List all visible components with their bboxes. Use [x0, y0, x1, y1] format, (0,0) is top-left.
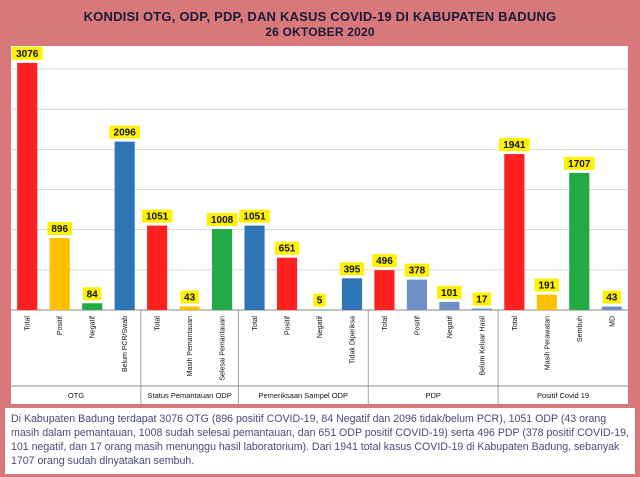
data-label: 1051	[243, 212, 266, 223]
category-label: Total	[155, 316, 162, 331]
category-label: Tidak Diperiksa	[349, 316, 356, 364]
category-label: Masih Pemantauan	[187, 316, 194, 376]
group-label: Pemeriksaan Sampel ODP	[258, 391, 348, 400]
bar	[374, 270, 395, 310]
data-label: 1941	[503, 140, 526, 151]
data-label-bg	[498, 138, 530, 152]
bar	[536, 294, 557, 310]
category-label: MD	[609, 316, 616, 327]
data-label-bg	[472, 292, 492, 306]
chart-subtitle: 26 OKTOBER 2020	[265, 25, 375, 39]
category-label: Negatif	[90, 316, 97, 338]
data-label: 2096	[114, 128, 137, 139]
bar	[179, 306, 200, 310]
data-label-bg	[534, 278, 560, 292]
bar	[212, 229, 233, 310]
category-label: Belum PCR/Swab	[122, 316, 129, 372]
category-label: Negatif	[447, 316, 454, 338]
data-label: 43	[606, 293, 618, 304]
bar-chart: 3076 Total 896 Positif 84 Negatif 2096 Belum PC…	[11, 46, 628, 404]
data-label-bg	[109, 125, 141, 139]
category-label: Negatif	[317, 316, 324, 338]
data-label-bg	[313, 293, 326, 307]
group-label: OTG	[68, 391, 84, 400]
bar	[601, 306, 622, 310]
data-label-bg	[404, 263, 430, 277]
category-label: Masih Perawatan	[544, 316, 551, 370]
data-label: 496	[376, 256, 393, 267]
data-label-bg	[141, 209, 173, 223]
chart-title: KONDISI OTG, ODP, PDP, DAN KASUS COVID-1…	[83, 9, 557, 24]
category-label: Total	[25, 316, 32, 331]
data-label: 3076	[16, 49, 39, 60]
bar	[406, 279, 427, 310]
data-label: 191	[538, 281, 555, 292]
data-label: 395	[344, 264, 361, 275]
data-label-bg	[339, 262, 365, 276]
data-label: 5	[317, 296, 323, 307]
data-label-bg	[239, 209, 270, 223]
category-label: Total	[382, 316, 389, 331]
data-label-bg	[602, 290, 621, 304]
bar	[244, 225, 265, 310]
bar	[17, 62, 38, 311]
data-label-bg	[206, 213, 238, 227]
data-label: 378	[409, 266, 426, 277]
data-label: 896	[51, 224, 68, 235]
data-label: 1051	[146, 212, 169, 223]
category-label: Belum Keluar Hasil	[479, 316, 486, 376]
bar	[147, 225, 168, 310]
bar	[82, 303, 103, 310]
data-label: 84	[87, 289, 99, 300]
data-label-bg	[274, 241, 300, 255]
data-label-bg	[47, 222, 73, 236]
bar	[504, 154, 525, 310]
category-label: Sembuh	[577, 316, 584, 342]
group-label: Positif Covid 19	[537, 391, 589, 400]
group-label: PDP	[425, 391, 440, 400]
data-label: 651	[279, 244, 296, 255]
category-label: Positif	[414, 316, 421, 335]
plot-area: 3076 Total 896 Positif 84 Negatif 2096 Belum PC…	[11, 46, 628, 404]
bar	[49, 238, 70, 310]
data-label-bg	[563, 156, 595, 170]
data-label: 1008	[211, 215, 234, 226]
category-label: Positif	[57, 316, 64, 335]
bar	[341, 278, 363, 310]
data-label-bg	[11, 46, 43, 60]
data-label-bg	[180, 290, 199, 304]
data-label: 43	[184, 293, 196, 304]
data-label: 101	[441, 288, 458, 299]
group-label: Status Pemantauan ODP	[147, 391, 231, 400]
bar	[439, 301, 460, 310]
category-label: Total	[252, 316, 259, 331]
category-label: Total	[512, 316, 519, 331]
data-label-bg	[82, 287, 102, 301]
data-label: 17	[476, 295, 488, 306]
bar	[569, 172, 590, 310]
bar	[276, 257, 298, 310]
category-label: Positif	[285, 316, 292, 335]
data-label-bg	[372, 254, 397, 268]
data-label-bg	[437, 285, 462, 299]
category-label: Selesai Pemantauan	[220, 316, 227, 381]
data-label: 1707	[568, 159, 591, 170]
chart-caption: Di Kabupaten Badung terdapat 3076 OTG (8…	[5, 408, 635, 474]
bar	[114, 141, 135, 310]
bar	[471, 308, 492, 310]
